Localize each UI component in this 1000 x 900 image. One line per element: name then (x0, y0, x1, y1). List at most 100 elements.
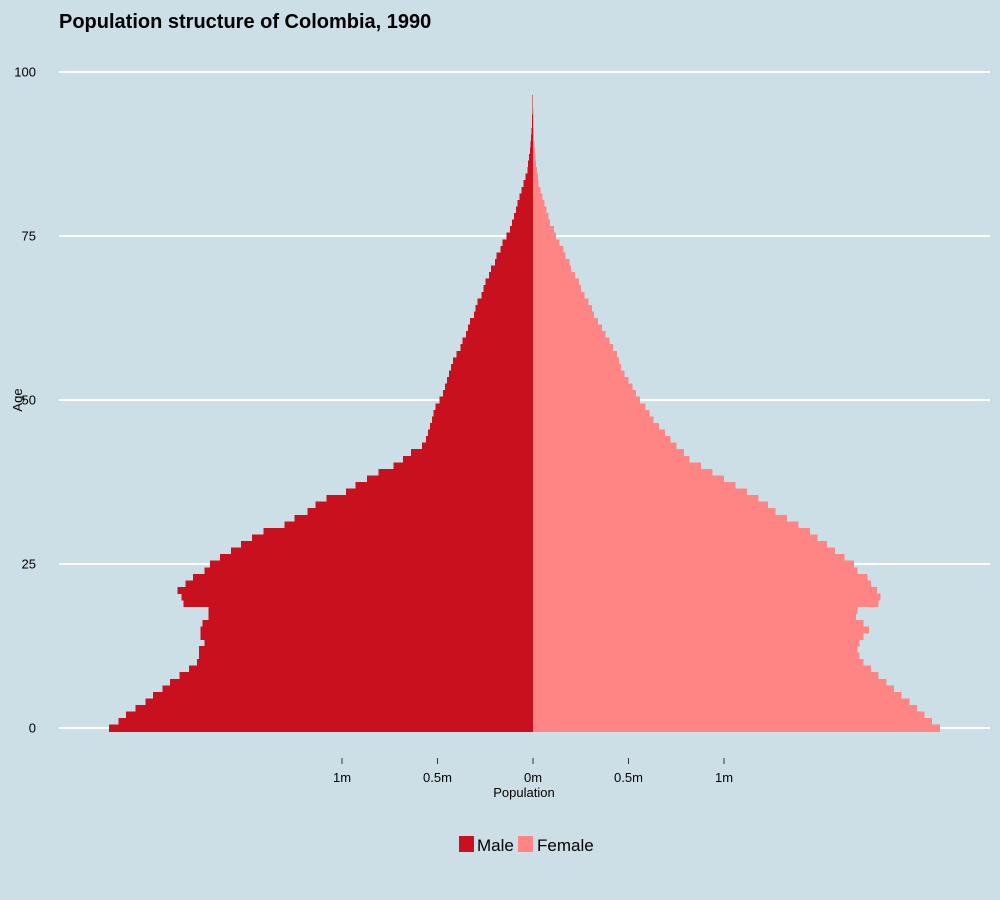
bar-female (533, 285, 581, 293)
bar-male (456, 350, 533, 358)
bar-male (345, 488, 533, 496)
y-tick-label: 75 (22, 229, 36, 244)
bar-female (533, 422, 660, 431)
legend: Male Female (459, 836, 594, 855)
bar-male (473, 311, 533, 319)
bar-female (533, 331, 606, 339)
bar-male (145, 698, 533, 706)
bar-female (533, 678, 887, 686)
bar-female (533, 698, 910, 706)
bar-male (490, 265, 533, 273)
bar-male (517, 199, 533, 208)
bar-male (118, 718, 533, 726)
bar-male (433, 409, 533, 417)
bar-female (533, 186, 541, 194)
bar-male (530, 147, 533, 155)
bar-male (219, 554, 533, 562)
bar-male (450, 363, 533, 372)
bar-female (533, 239, 560, 247)
bar-female (533, 318, 598, 326)
bar-female (533, 134, 535, 142)
bar-female (533, 541, 828, 549)
bar-male (460, 344, 533, 352)
bar-female (533, 140, 535, 149)
bar-female (533, 685, 894, 693)
bar-male (200, 626, 533, 634)
x-tick-label: 0.5m (614, 770, 643, 785)
bar-female (533, 468, 713, 477)
bar-female (533, 304, 593, 313)
bar-male (477, 298, 533, 306)
bar-female (533, 462, 702, 470)
bar-female (533, 199, 545, 208)
bar-female (533, 632, 864, 641)
bar-male (355, 482, 533, 490)
bar-female (533, 252, 566, 260)
bar-male (496, 252, 533, 260)
bar-female (533, 344, 614, 352)
bar-female (533, 580, 872, 588)
bar-male (426, 436, 533, 444)
bar-female (533, 613, 856, 621)
bar-male (445, 383, 533, 391)
bar-female (533, 245, 564, 253)
bar-female (533, 724, 940, 732)
bar-female (533, 213, 549, 221)
bar-female (533, 173, 538, 181)
y-tick-label: 100 (14, 65, 36, 80)
bar-male (448, 370, 533, 378)
bar-male (483, 285, 533, 293)
bar-female (533, 160, 536, 168)
bar-male (208, 613, 534, 621)
bar-male (240, 541, 533, 549)
legend-female-swatch (518, 836, 533, 852)
bar-female (533, 278, 579, 286)
bar-female (533, 219, 551, 227)
bar-female (533, 370, 625, 378)
bar-male (481, 291, 533, 299)
bar-male (462, 337, 533, 345)
bar-female (533, 390, 637, 398)
bar-male (198, 652, 533, 660)
bar-female (533, 488, 747, 496)
bar-female (533, 534, 818, 542)
bar-male (439, 396, 533, 404)
bar-male (185, 580, 533, 588)
bar-female (533, 554, 845, 562)
bar-female (533, 659, 864, 667)
bar-male (315, 501, 533, 509)
bar-male (183, 600, 533, 608)
bar-male (532, 108, 533, 116)
bar-female (533, 672, 879, 680)
bar-male (531, 127, 533, 135)
y-axis-title: Age (10, 388, 25, 411)
bar-female (533, 711, 925, 719)
bar-male (231, 547, 533, 555)
bar-female (533, 665, 872, 673)
bar-female (533, 449, 684, 457)
legend-male-label: Male (477, 836, 514, 855)
bar-female (533, 619, 864, 627)
bar-male (510, 226, 533, 234)
bar-female (533, 442, 677, 450)
x-axis-title: Population (493, 785, 554, 800)
bar-female (533, 573, 868, 581)
bar-male (427, 429, 533, 437)
bar-female (533, 646, 858, 654)
bar-male (284, 521, 533, 529)
bar-female (533, 383, 633, 391)
bar-male (523, 180, 533, 188)
bar-male (494, 258, 533, 267)
bar-female (533, 363, 621, 372)
bar-male (252, 534, 534, 542)
bar-male (135, 705, 533, 713)
bar-female (533, 298, 589, 306)
bar-male (475, 304, 533, 313)
bar-male (410, 449, 533, 457)
bar-female (533, 311, 595, 319)
bar-male (152, 691, 533, 700)
bar-male (530, 140, 533, 149)
bar-male (500, 245, 533, 253)
bar-female (533, 508, 776, 516)
bar-male (515, 206, 533, 214)
